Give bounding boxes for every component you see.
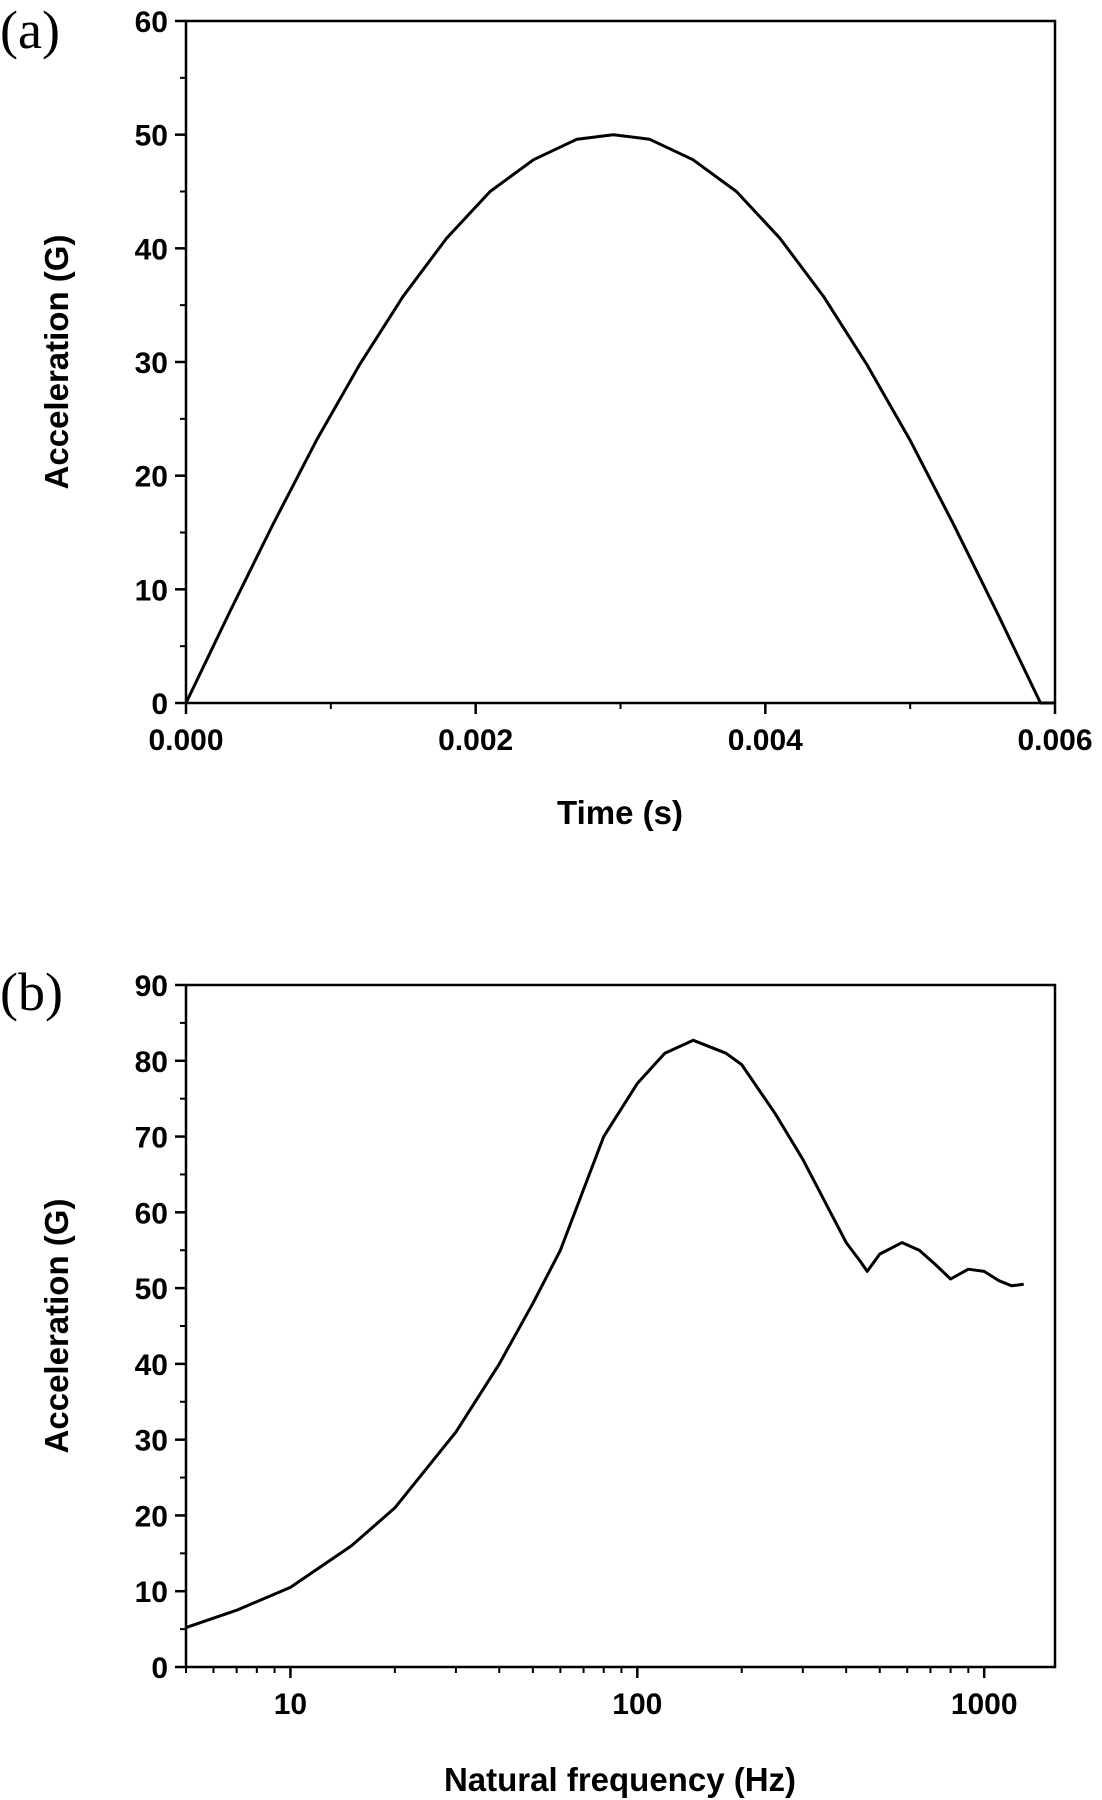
y-tick-label-a: 40 [135,233,168,266]
x-tick-label-b: 10 [274,1688,307,1721]
y-tick-label-a: 0 [151,688,168,721]
x-tick-label-a: 0.006 [1017,724,1092,757]
x-tick-label-b: 1000 [951,1688,1018,1721]
chart-a: (a) Time (s) Acceleration (G) 0 10 20 30 40 5… [0,0,1093,831]
y-axis-label-a: Acceleration (G) [38,235,75,490]
y-tick-label-b: 0 [151,1652,168,1685]
y-tick-label-b: 80 [135,1046,168,1079]
y-tick-label-b: 90 [135,970,168,1003]
chart-b: (b) Natural frequency (Hz) Acceleration … [0,962,1057,1798]
plot-frame-b [184,983,1057,1669]
y-tick-label-a: 60 [135,6,168,39]
y-tick-label-b: 50 [135,1273,168,1306]
panel-label-a: (a) [0,0,60,60]
y-tick-label-a: 10 [135,574,168,607]
y-tick-label-b: 20 [135,1500,168,1533]
y-tick-label-b: 60 [135,1197,168,1230]
y-axis-label-b: Acceleration (G) [38,1199,75,1454]
panel-label-b: (b) [0,962,63,1022]
x-tick-label-a: 0.002 [438,724,513,757]
data-line-a [184,133,1055,705]
x-tick-label-a: 0.000 [148,724,223,757]
y-tick-label-a: 20 [135,461,168,494]
y-tick-label-a: 30 [135,347,168,380]
data-line-b [185,1038,1024,1630]
y-tick-label-a: 50 [135,120,168,153]
x-tick-label-b: 100 [612,1688,662,1721]
y-tick-label-b: 10 [135,1576,168,1609]
x-tick-label-a: 0.004 [728,724,803,757]
y-tick-label-b: 30 [135,1425,168,1458]
x-axis-label-b: Natural frequency (Hz) [444,1761,796,1798]
plot-frame-a [184,19,1057,705]
y-tick-label-b: 40 [135,1349,168,1382]
y-tick-label-b: 70 [135,1122,168,1155]
x-axis-label-a: Time (s) [557,794,683,831]
